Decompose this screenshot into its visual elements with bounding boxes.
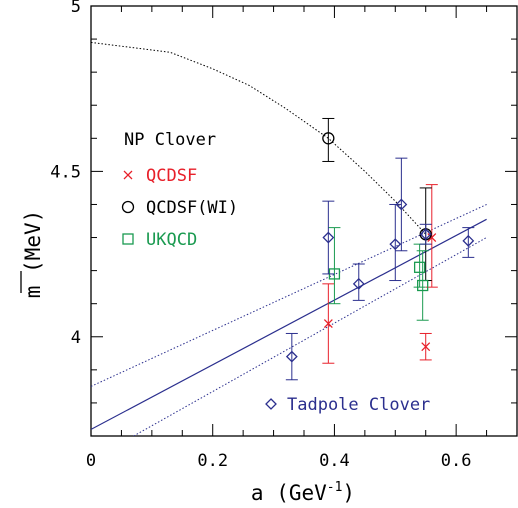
data-point [462, 234, 475, 247]
legend-label: QCDSF [146, 166, 197, 186]
legend-label: Tadpole Clover [287, 395, 430, 415]
data-point [389, 238, 402, 251]
curves-group [91, 41, 487, 436]
data-point [323, 319, 333, 328]
plot-frame [90, 5, 518, 437]
y-tick-label: 5 [71, 0, 81, 17]
legend: NP Clover QCDSF QCDSF(WI) UKQCD Tadpole Clov… [121, 130, 430, 415]
fit-line [91, 218, 487, 430]
legend-label: QCDSF(WI) [146, 198, 238, 218]
x-axis-title: a (GeV-1) [251, 480, 355, 505]
data-point [421, 342, 431, 352]
legend-label: UKQCD [146, 230, 197, 250]
legend-header: NP Clover [124, 130, 216, 150]
series-diamond [285, 157, 475, 381]
data-point [285, 350, 298, 363]
x-tick-label: 0.2 [197, 451, 228, 471]
data-point [322, 231, 335, 244]
data-point [417, 279, 429, 292]
y-axis-title: m (MeV) [21, 210, 45, 299]
x-tick-label: 0.4 [319, 451, 350, 471]
y-tick-label: 4 [71, 328, 81, 348]
data-point [352, 277, 365, 290]
data-point [322, 132, 335, 145]
data-point [413, 261, 426, 273]
dotted-curve [91, 41, 427, 235]
x-tick-label: 0 [86, 451, 96, 471]
x-tick-label: 0.6 [441, 451, 472, 471]
y-tick-label: 4.5 [50, 162, 81, 182]
series-square [328, 227, 429, 321]
series-cross [322, 184, 438, 364]
data-point [419, 228, 432, 241]
legend-marker [123, 170, 133, 180]
legend-marker [122, 233, 134, 245]
fit-band-upper [91, 204, 487, 387]
legend-marker [121, 200, 135, 214]
data-point [427, 233, 437, 242]
data-point [395, 198, 408, 211]
series-circle [322, 117, 432, 282]
legend-marker [265, 398, 277, 410]
fit-band-lower [133, 237, 487, 436]
plot-layer: 0 0.2 0.4 0.6 4 4.5 5 NP Clover QCDSF QCDSF(WI) UK… [50, 0, 518, 471]
